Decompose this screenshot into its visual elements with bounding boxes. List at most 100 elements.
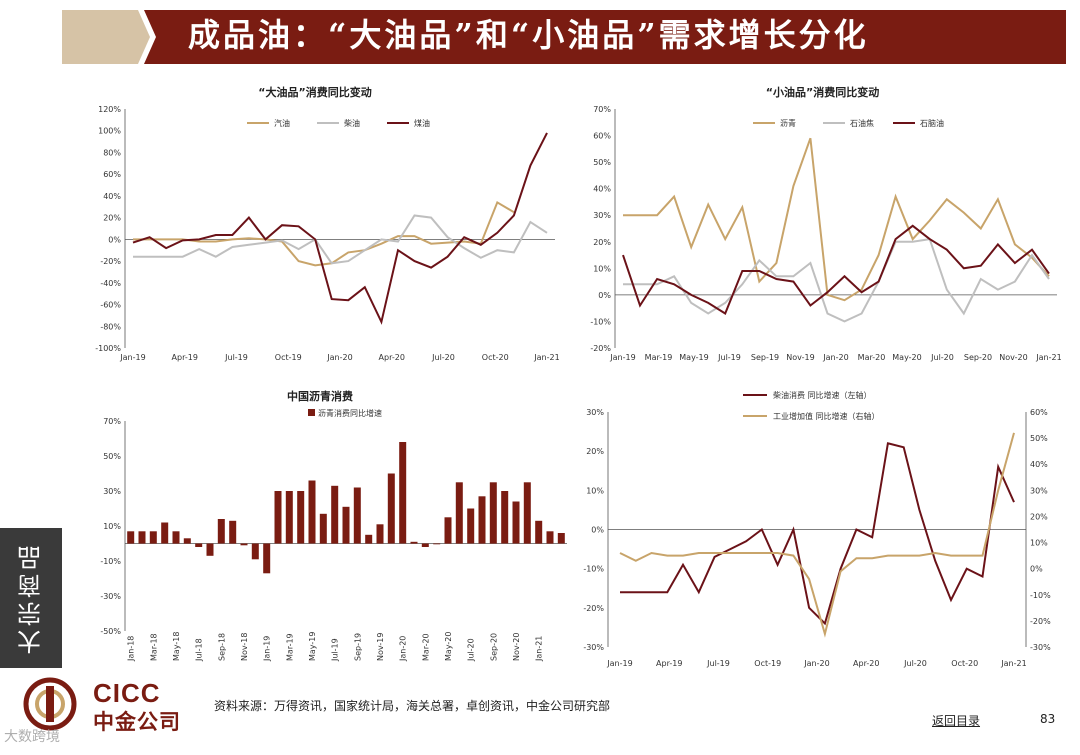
- x-tick-label: May-20: [444, 632, 453, 661]
- bar: [535, 520, 543, 544]
- legend-swatch: [308, 409, 315, 416]
- x-tick-label: Apr-19: [656, 659, 682, 668]
- chart-big-oil: “大油品”消费同比变动 -100% -80% -60% -40% -20% 0% 20% 40…: [65, 78, 565, 378]
- x-tick-label: Mar-20: [858, 353, 886, 362]
- bar: [353, 487, 361, 544]
- x-tick-label: Jan-20: [822, 353, 848, 362]
- chart-title: “大油品”消费同比变动: [258, 86, 372, 99]
- bar: [263, 543, 271, 574]
- y-tick-label: 80%: [103, 148, 121, 157]
- legend-label: 煤油: [414, 118, 430, 128]
- x-tick-label: Nov-20: [512, 633, 521, 661]
- bar: [240, 543, 248, 546]
- x-tick-label: Nov-19: [786, 353, 814, 362]
- chart-svg: -100% -80% -60% -40% -20% 0% 20% 40% 60% 80% 100% 1…: [95, 105, 559, 362]
- y-tick-label: 70%: [103, 417, 121, 426]
- y-tick-label: -50%: [100, 627, 121, 636]
- series-line-石脑油: [622, 224, 1050, 315]
- x-tick-label: Jan-19: [609, 353, 635, 362]
- bar: [331, 485, 339, 544]
- x-tick-label: Jan-21: [535, 636, 544, 662]
- x-tick-label: Mar-20: [421, 633, 430, 661]
- watermark: 大数跨境: [4, 729, 60, 745]
- x-tick-label: May-18: [172, 632, 181, 661]
- y-tick-label: 60%: [593, 132, 611, 141]
- bar: [195, 543, 203, 547]
- y-tick-label: 20%: [103, 214, 121, 223]
- y-tick-label: -60%: [100, 301, 121, 310]
- bar: [308, 480, 316, 544]
- y-tick-label: 30%: [593, 211, 611, 220]
- bar: [285, 491, 293, 544]
- right-y-tick-label: 50%: [1030, 434, 1048, 443]
- bar: [172, 531, 180, 544]
- y-tick-label: -20%: [100, 257, 121, 266]
- right-y-tick-label: 60%: [1030, 408, 1048, 417]
- x-tick-label: Jan-19: [263, 636, 272, 662]
- x-tick-label: Mar-19: [645, 353, 673, 362]
- y-tick-label: -40%: [100, 279, 121, 288]
- x-tick-label: Nov-19: [376, 633, 385, 661]
- page-title: 成品油：“大油品”和“小油品”需求增长分化: [188, 16, 869, 54]
- x-tick-label: Jul-19: [717, 353, 741, 362]
- x-tick-label: Apr-19: [172, 353, 198, 362]
- x-tick-label: Oct-19: [275, 353, 302, 362]
- bar: [399, 442, 407, 544]
- bar: [342, 506, 350, 544]
- bar: [421, 543, 429, 547]
- x-tick-label: Jul-20: [467, 638, 476, 662]
- left-y-tick-label: 0%: [591, 526, 604, 535]
- bar: [376, 524, 384, 544]
- x-tick-label: Sep-19: [353, 633, 362, 661]
- x-tick-label: Jul-19: [331, 638, 340, 662]
- right-y-tick-label: 40%: [1030, 460, 1048, 469]
- left-y-tick-label: 10%: [586, 486, 604, 495]
- logo-text-cn: 中金公司: [93, 710, 181, 734]
- bar: [501, 491, 509, 544]
- cicc-logo: CICC 中金公司: [20, 676, 200, 736]
- legend-label: 石脑油: [920, 118, 944, 128]
- x-tick-label: Jan-21: [533, 353, 559, 362]
- legend-label: 石油焦: [850, 118, 874, 128]
- right-y-tick-label: -20%: [1030, 617, 1051, 626]
- legend-label: 沥青消费同比增速: [318, 408, 382, 418]
- right-y-tick-label: 30%: [1030, 486, 1048, 495]
- right-y-tick-label: 10%: [1030, 539, 1048, 548]
- y-tick-label: 50%: [103, 452, 121, 461]
- y-tick-label: -80%: [100, 322, 121, 331]
- bar: [512, 501, 520, 544]
- x-tick-label: Sep-19: [751, 353, 779, 362]
- x-tick-label: Oct-19: [754, 659, 781, 668]
- x-tick-label: May-19: [308, 632, 317, 661]
- x-tick-label: Sep-20: [964, 353, 992, 362]
- back-to-contents-link[interactable]: 返回目录: [932, 714, 981, 728]
- y-tick-label: -10%: [590, 317, 611, 326]
- x-tick-label: Apr-20: [853, 659, 879, 668]
- x-tick-label: Apr-20: [379, 353, 405, 362]
- left-y-tick-label: 30%: [586, 408, 604, 417]
- x-tick-label: Jan-18: [127, 636, 136, 662]
- series-line-汽油: [133, 200, 515, 267]
- x-tick-label: Jan-19: [606, 659, 632, 668]
- chart-title: “小油品”消费同比变动: [765, 86, 880, 99]
- side-category-label: 大宗商品: [17, 542, 46, 654]
- series-line-煤油: [132, 132, 548, 325]
- x-tick-label: Jul-19: [706, 659, 730, 668]
- x-tick-label: Jul-19: [224, 353, 248, 362]
- bar: [387, 473, 395, 544]
- bar: [557, 533, 565, 544]
- y-tick-label: -10%: [100, 557, 121, 566]
- source-note: 资料来源：万得资讯，国家统计局，海关总署，卓创资讯，中金公司研究部: [214, 699, 611, 713]
- left-y-tick-label: -10%: [583, 565, 604, 574]
- x-tick-label: Jan-19: [119, 353, 145, 362]
- y-tick-label: -20%: [590, 344, 611, 353]
- bar: [546, 531, 554, 544]
- x-tick-label: Jul-18: [195, 638, 204, 662]
- y-tick-label: 100%: [98, 127, 121, 136]
- series-line: [620, 442, 1015, 626]
- right-y-tick-label: -10%: [1030, 591, 1051, 600]
- header-chevron: [62, 10, 150, 64]
- header-banner: 成品油：“大油品”和“小油品”需求增长分化: [0, 0, 1080, 70]
- chart-diesel-ip: -30% -20% -10% 0% 10% 20% 30% -30% -20% -10% 0% 10%…: [575, 380, 1070, 680]
- bar: [161, 522, 169, 544]
